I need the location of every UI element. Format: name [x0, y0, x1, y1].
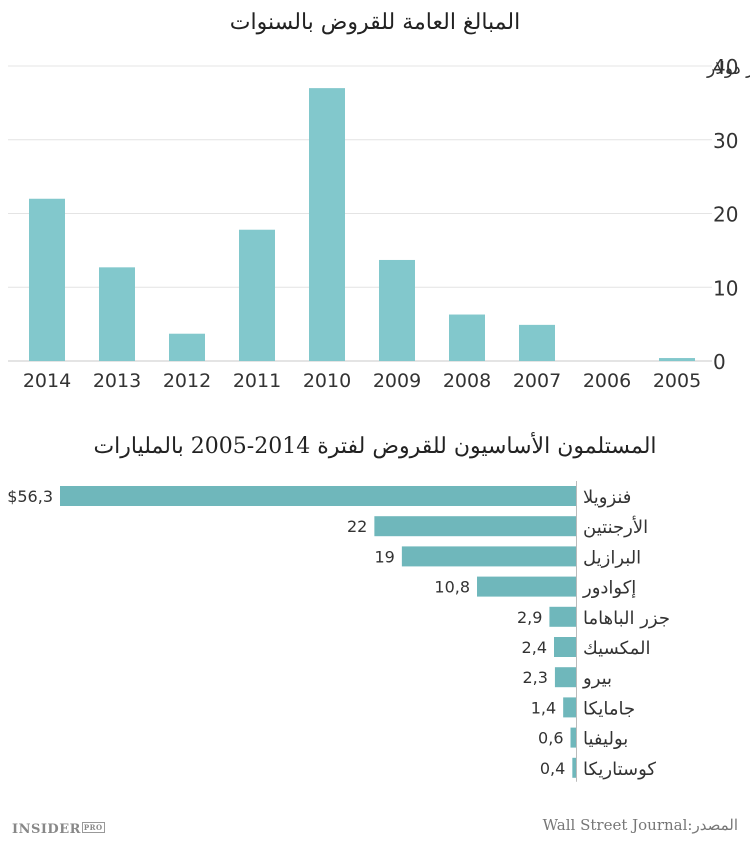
- x-tick-label: 2007: [513, 370, 561, 392]
- bar: [449, 314, 485, 361]
- insider-pro-logo: INSIDER PRO: [12, 822, 105, 837]
- data-label: $56,3: [7, 487, 53, 506]
- category-label: بوليفيا: [583, 729, 628, 750]
- bar: [563, 697, 576, 718]
- category-label: بيرو: [582, 668, 612, 689]
- bar: [239, 229, 275, 361]
- y-tick-label: 10: [713, 276, 738, 300]
- category-label: الأرجنتين: [583, 516, 648, 538]
- data-label: 2,4: [522, 638, 547, 657]
- data-label: 2,3: [522, 668, 547, 687]
- x-tick-label: 2011: [233, 370, 281, 392]
- data-label: 22: [347, 517, 367, 536]
- data-label: 19: [375, 547, 395, 566]
- logo-pro: PRO: [81, 822, 105, 833]
- logo-main: INSIDER: [12, 822, 81, 837]
- bar: [477, 576, 576, 597]
- data-label: 0,6: [538, 729, 563, 748]
- data-label: 1,4: [531, 698, 556, 717]
- y-tick-label: 30: [713, 129, 738, 153]
- data-label: 10,8: [434, 578, 470, 597]
- x-tick-label: 2006: [583, 370, 631, 392]
- data-label: 2,9: [517, 608, 542, 627]
- y-tick-label: 20: [713, 203, 738, 227]
- category-label: فنزويلا: [583, 487, 631, 508]
- x-tick-label: 2005: [653, 370, 701, 392]
- x-tick-label: 2013: [93, 370, 141, 392]
- bar: [572, 757, 576, 778]
- x-tick-label: 2010: [303, 370, 351, 392]
- data-label: 0,4: [540, 759, 565, 778]
- category-label: المكسيك: [583, 638, 651, 659]
- category-label: كوستاريكا: [583, 759, 656, 780]
- bar: [309, 88, 345, 361]
- x-tick-label: 2008: [443, 370, 491, 392]
- bar: [401, 546, 576, 567]
- yearly-loans-chart: 0 10 20 30 40مليار دولار 2014 2013 2012 2011 2010…: [8, 55, 750, 392]
- bar: [659, 358, 695, 361]
- bar: [374, 516, 576, 537]
- bar: [29, 198, 65, 361]
- y-axis-unit: مليار دولار: [706, 59, 750, 79]
- source-note: المصدر:Wall Street Journal: [542, 816, 738, 834]
- chart-2-title: المستلمون الأساسيون للقروض لفترة 2014-20…: [93, 434, 657, 459]
- bar: [60, 486, 576, 506]
- bar: [554, 667, 576, 688]
- y-tick-label: 0: [713, 350, 726, 374]
- bar: [549, 606, 576, 627]
- bar: [99, 267, 135, 361]
- category-label: جزر الباهاما: [583, 608, 670, 629]
- bar: [519, 324, 555, 361]
- y-tick-label: 40: [713, 55, 738, 79]
- bar: [554, 637, 576, 657]
- category-label: إكوادور: [582, 578, 636, 599]
- bar: [570, 727, 576, 748]
- recipients-chart: $56,3 فنزويلا 22 الأرجنتين 19 البرازيل 10,8 إكو…: [7, 481, 670, 782]
- x-tick-label: 2012: [163, 370, 211, 392]
- bar: [379, 259, 415, 361]
- bar: [169, 333, 205, 361]
- category-label: جامايكا: [583, 698, 635, 719]
- x-tick-label: 2014: [23, 370, 71, 392]
- category-label: البرازيل: [583, 547, 641, 568]
- chart-1-title: المبالغ العامة للقروض بالسنوات: [229, 10, 521, 35]
- x-tick-label: 2009: [373, 370, 421, 392]
